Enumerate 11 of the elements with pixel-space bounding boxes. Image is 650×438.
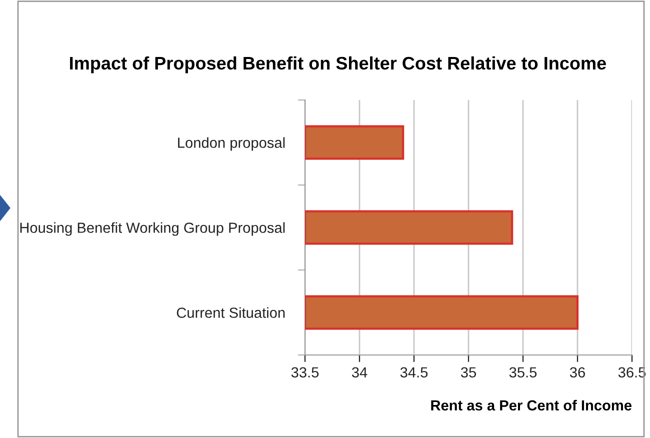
y-tick-label: Current Situation <box>176 307 285 318</box>
y-tick-label: London proposal <box>178 137 285 151</box>
y-tick-label: Housing Benefit Working Group Proposal <box>20 222 285 236</box>
x-axis-title: Rent as a Per Cent of Income <box>431 400 632 411</box>
x-tick-label: 33.5 <box>291 367 319 378</box>
x-tick-label: 36 <box>570 367 585 378</box>
x-tick-label: 34.5 <box>400 367 428 378</box>
chart-title: Impact of Proposed Benefit on Shelter Cost Relative to Income <box>70 56 606 74</box>
x-tick-label: 34 <box>352 367 368 378</box>
x-tick-label: 35.5 <box>509 367 537 378</box>
x-tick-label: 35 <box>460 367 476 378</box>
